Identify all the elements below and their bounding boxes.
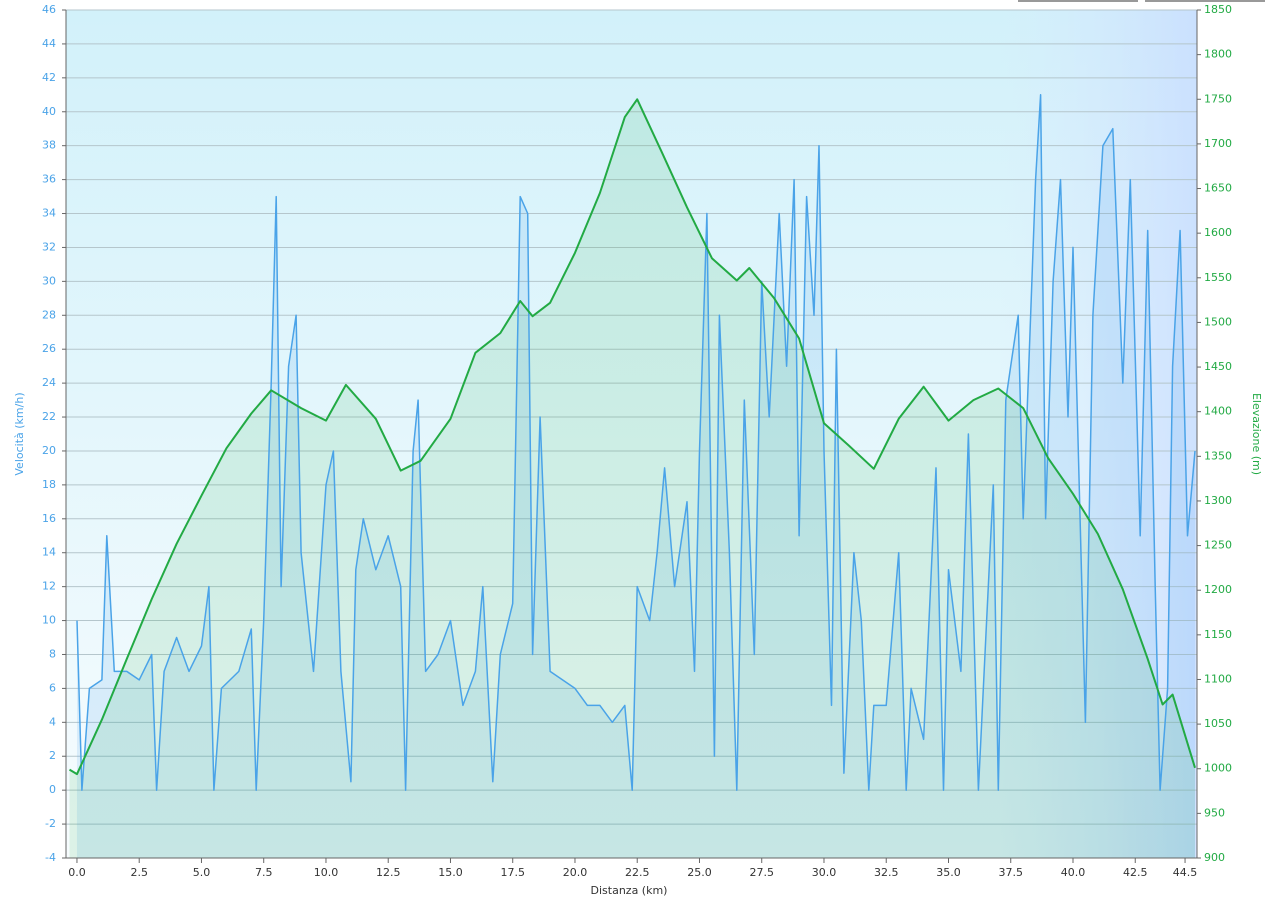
series-line xyxy=(68,98,1196,776)
y2-tick-label: 1750 xyxy=(1204,92,1232,105)
y-tick-label: 36 xyxy=(42,173,56,186)
y2-tick-label: 1200 xyxy=(1204,583,1232,596)
y2-tick-label: 1400 xyxy=(1204,405,1232,418)
y2-axis-label: Elevazione (m) xyxy=(1250,393,1263,475)
x-tick-label: 30.0 xyxy=(812,866,837,879)
x-tick-label: 35.0 xyxy=(936,866,961,879)
y-tick-label: 46 xyxy=(42,3,56,16)
y-tick-label: 20 xyxy=(42,444,56,457)
area xyxy=(69,99,1196,859)
x-tick-label: 40.0 xyxy=(1061,866,1086,879)
y2-tick-label: 950 xyxy=(1204,806,1225,819)
y-tick-label: 22 xyxy=(42,410,56,423)
y2-tick-label: 1250 xyxy=(1204,539,1232,552)
y2-tick-label: 1500 xyxy=(1204,315,1232,328)
x-tick-label: 27.5 xyxy=(749,866,774,879)
x-tick-label: 17.5 xyxy=(500,866,525,879)
y-tick-label: 26 xyxy=(42,342,56,355)
x-tick-label: 42.5 xyxy=(1123,866,1148,879)
x-tick-label: 10.0 xyxy=(314,866,339,879)
y-tick-label: 30 xyxy=(42,274,56,287)
y-tick-label: 10 xyxy=(42,614,56,627)
x-tick-label: 37.5 xyxy=(998,866,1023,879)
x-tick-label: 22.5 xyxy=(625,866,650,879)
y2-tick-label: 1550 xyxy=(1204,271,1232,284)
y2-tick-label: 1350 xyxy=(1204,449,1232,462)
x-tick-label: 44.5 xyxy=(1173,866,1198,879)
y-tick-label: -4 xyxy=(45,851,56,864)
y-tick-label: 38 xyxy=(42,139,56,152)
y2-tick-label: 900 xyxy=(1204,851,1225,864)
y2-tick-label: 1000 xyxy=(1204,762,1232,775)
area xyxy=(76,94,1196,859)
x-tick-label: 2.5 xyxy=(130,866,148,879)
y2-tick-label: 1800 xyxy=(1204,48,1232,61)
y-tick-label: 16 xyxy=(42,512,56,525)
plot-shade xyxy=(1000,10,1197,858)
y-tick-label: 8 xyxy=(49,647,56,660)
y2-tick-label: 1450 xyxy=(1204,360,1232,373)
x-tick-label: 20.0 xyxy=(563,866,588,879)
y-axis-label: Velocità (km/h) xyxy=(13,392,26,475)
y-tick-label: 12 xyxy=(42,580,56,593)
x-tick-label: 32.5 xyxy=(874,866,899,879)
y2-tick-label: 1700 xyxy=(1204,137,1232,150)
y-tick-label: 32 xyxy=(42,240,56,253)
y2-tick-label: 1600 xyxy=(1204,226,1232,239)
y-tick-label: 34 xyxy=(42,207,56,220)
x-tick-label: 25.0 xyxy=(687,866,712,879)
y2-tick-label: 1050 xyxy=(1204,717,1232,730)
x-axis-label: Distanza (km) xyxy=(591,884,668,897)
y-tick-label: 42 xyxy=(42,71,56,84)
y-tick-label: 0 xyxy=(49,783,56,796)
x-tick-label: 12.5 xyxy=(376,866,401,879)
y-tick-label: -2 xyxy=(45,817,56,830)
y2-tick-label: 1150 xyxy=(1204,628,1232,641)
y2-tick-label: 1650 xyxy=(1204,182,1232,195)
y-tick-label: 14 xyxy=(42,546,56,559)
y-tick-label: 18 xyxy=(42,478,56,491)
y-tick-label: 6 xyxy=(49,681,56,694)
y-tick-label: 4 xyxy=(49,715,56,728)
y-tick-label: 40 xyxy=(42,105,56,118)
y2-tick-label: 1100 xyxy=(1204,672,1232,685)
y2-tick-label: 1300 xyxy=(1204,494,1232,507)
series-line xyxy=(76,94,1196,791)
x-tick-label: 0.0 xyxy=(68,866,86,879)
y2-tick-label: 1850 xyxy=(1204,3,1232,16)
x-tick-label: 7.5 xyxy=(255,866,273,879)
x-tick-label: 5.0 xyxy=(193,866,211,879)
y-tick-label: 44 xyxy=(42,37,56,50)
y-tick-label: 28 xyxy=(42,308,56,321)
y-tick-label: 2 xyxy=(49,749,56,762)
y-tick-label: 24 xyxy=(42,376,56,389)
x-tick-label: 15.0 xyxy=(438,866,463,879)
